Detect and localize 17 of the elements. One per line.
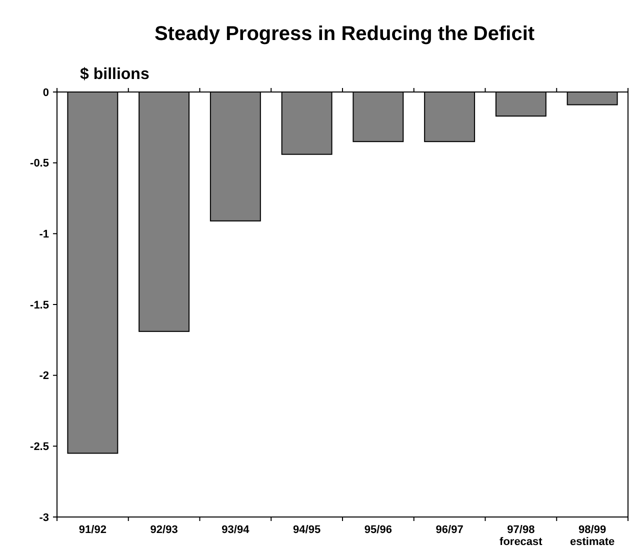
chart-title: Steady Progress in Reducing the Deficit bbox=[154, 23, 535, 45]
y-tick-label: -3 bbox=[39, 512, 49, 524]
x-tick-label: 97/98 forecast bbox=[500, 524, 543, 548]
x-tick-label: 94/95 bbox=[293, 524, 321, 536]
y-axis-title: $ billions bbox=[80, 66, 150, 83]
x-tick-label: 98/99 estimate bbox=[570, 524, 615, 548]
y-tick-label: -0.5 bbox=[30, 158, 49, 170]
x-tick-label: 95/96 bbox=[364, 524, 392, 536]
y-tick-label: -2 bbox=[39, 370, 49, 382]
y-tick-label: -1 bbox=[39, 228, 49, 241]
x-tick-label: 96/97 bbox=[436, 524, 464, 536]
y-tick-label: -2.5 bbox=[30, 441, 49, 454]
x-tick-label: 92/93 bbox=[150, 524, 178, 536]
x-tick-label: 93/94 bbox=[222, 524, 250, 536]
x-tick-label: 91/92 bbox=[78, 524, 106, 536]
y-tick-label: -1.5 bbox=[30, 299, 49, 312]
y-tick-label: 0 bbox=[42, 86, 49, 99]
